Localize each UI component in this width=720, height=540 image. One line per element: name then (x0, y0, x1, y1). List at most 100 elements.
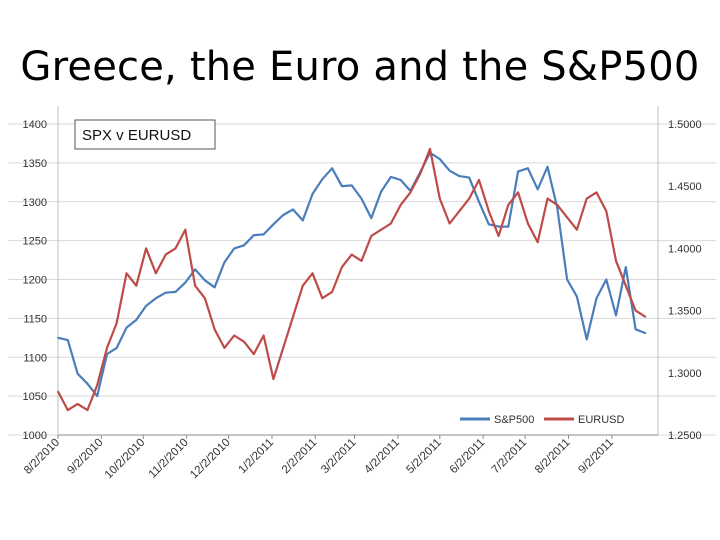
data-point (517, 170, 519, 173)
data-point (468, 176, 471, 179)
data-point (96, 384, 99, 387)
data-point (360, 197, 363, 200)
series-s-p500 (57, 151, 647, 398)
data-point (184, 281, 187, 284)
data-point (145, 305, 148, 307)
right-axis: 1.2500 1.3000 1.3500 1.4000 1.4500 1.5000 (668, 119, 702, 442)
data-point (605, 278, 608, 281)
data-point (595, 297, 598, 300)
data-point (57, 336, 59, 339)
data-point (585, 338, 588, 341)
right-tick-label: 1.3500 (668, 306, 702, 318)
chart: 1000 1050 1100 1150 1200 1250 1300 1350 1400 1.2… (0, 96, 720, 540)
plot-frame (57, 106, 659, 436)
left-tick-label: 1000 (23, 430, 47, 442)
data-point (321, 178, 324, 181)
data-point (605, 210, 608, 212)
data-point (419, 172, 422, 175)
data-point (115, 347, 118, 349)
data-point (233, 334, 236, 337)
data-point (223, 261, 226, 264)
data-point (331, 291, 333, 293)
data-point (213, 328, 216, 331)
data-point (487, 210, 490, 212)
data-point (174, 247, 177, 250)
data-point (204, 297, 206, 300)
data-point (556, 204, 559, 206)
data-point (321, 297, 324, 300)
data-point (390, 176, 392, 178)
data-point (634, 328, 637, 331)
data-point (380, 190, 382, 193)
data-point (96, 395, 99, 397)
data-point (86, 382, 89, 385)
data-point (243, 340, 245, 343)
data-point (527, 167, 529, 170)
data-point (213, 286, 216, 289)
data-point (194, 284, 197, 287)
data-point (66, 409, 69, 411)
data-point (458, 175, 461, 177)
left-tick-label: 1300 (23, 197, 47, 209)
left-tick-label: 1050 (23, 391, 47, 403)
data-point (497, 235, 500, 237)
left-tick-label: 1350 (23, 158, 47, 170)
data-point (125, 272, 128, 275)
data-point (272, 223, 275, 226)
data-point (106, 347, 108, 349)
data-point (448, 169, 451, 172)
data-point (341, 185, 343, 188)
data-point (292, 208, 294, 211)
data-point (634, 309, 637, 312)
data-point (595, 191, 598, 194)
right-tick-label: 1.4000 (668, 243, 702, 255)
left-tick-label: 1200 (23, 275, 47, 287)
data-point (155, 272, 157, 275)
data-point (487, 223, 490, 226)
data-point (155, 297, 157, 300)
data-point (497, 225, 500, 228)
data-point (76, 372, 79, 375)
data-point (517, 191, 519, 194)
right-tick-label: 1.4500 (668, 181, 702, 193)
data-point (282, 347, 285, 349)
legend: S&P500 EURUSD (460, 414, 625, 426)
data-point (76, 403, 79, 405)
data-point (429, 148, 431, 150)
data-point (409, 191, 412, 194)
data-point (262, 233, 265, 236)
legend-label-spx: S&P500 (494, 414, 534, 426)
data-point (390, 222, 392, 225)
data-point (282, 214, 285, 216)
data-point (615, 314, 617, 317)
data-point (527, 222, 529, 225)
data-point (507, 225, 510, 228)
left-tick-label: 1250 (23, 236, 47, 248)
data-point (135, 319, 138, 321)
data-point (566, 216, 568, 219)
data-point (644, 332, 647, 334)
left-tick-label: 1100 (23, 352, 47, 364)
data-point (536, 241, 539, 244)
data-point (145, 247, 148, 250)
data-point (341, 266, 343, 268)
data-point (350, 253, 353, 256)
left-tick-label: 1400 (23, 119, 47, 131)
data-point (164, 253, 167, 256)
data-point (399, 204, 402, 206)
data-point (438, 197, 441, 200)
data-point (576, 228, 578, 231)
chart-title: SPX v EURUSD (82, 127, 191, 144)
data-point (556, 207, 559, 209)
right-tick-label: 1.3000 (668, 368, 702, 380)
right-tick-label: 1.2500 (668, 430, 702, 442)
data-point (311, 193, 314, 195)
slide-title: Greece, the Euro and the S&P500 (20, 44, 700, 90)
data-point (350, 184, 353, 187)
series-eurusd (57, 147, 647, 412)
data-point (194, 268, 197, 271)
data-point (448, 222, 451, 225)
data-point (624, 266, 627, 268)
data-point (370, 235, 373, 237)
data-point (644, 315, 647, 318)
